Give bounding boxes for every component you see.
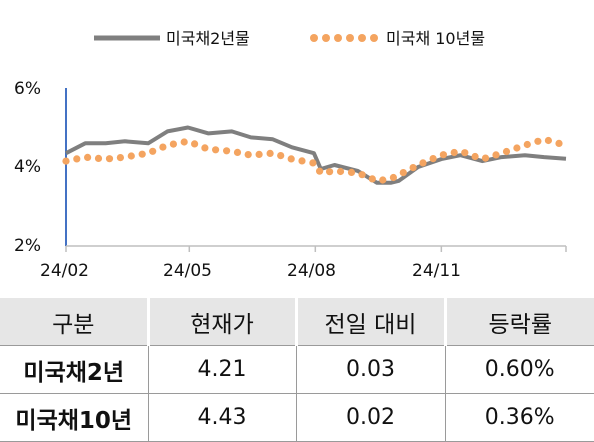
y-tick-label-2: 2% [14, 236, 41, 256]
series-point-10y [336, 167, 345, 176]
legend: 미국채2년물 미국채 10년물 [94, 29, 485, 48]
x-tick-marks [65, 246, 567, 252]
series-point-10y [84, 153, 92, 161]
series-point-10y [439, 151, 447, 159]
series-point-10y [127, 152, 135, 160]
series-point-10y [379, 176, 387, 184]
legend-dot [322, 34, 330, 42]
table-row: 미국채10년 4.43 0.02 0.36% [0, 393, 594, 442]
change-cell: 0.02 [296, 393, 446, 442]
row-label: 미국채2년 [0, 345, 149, 394]
series-point-10y [191, 140, 199, 148]
legend-label-10y: 미국채 10년물 [386, 29, 485, 48]
series-point-10y [429, 155, 437, 163]
line-chart: 미국채2년물 미국채 10년물 6% 4% 2% 24/02 24/05 24/… [14, 29, 567, 281]
series-point-10y [309, 159, 317, 167]
legend-dot [358, 34, 366, 42]
series-point-10y [105, 155, 114, 163]
series-point-10y [358, 171, 366, 179]
series-point-10y [62, 157, 70, 165]
series-point-10y [409, 164, 417, 172]
series-point-10y [389, 173, 397, 182]
table-row: 미국채2년 4.21 0.03 0.60% [0, 345, 594, 394]
series-point-10y [287, 155, 295, 163]
y-tick-label-6: 6% [14, 79, 41, 99]
legend-swatch-10y [310, 34, 378, 42]
series-point-10y [255, 150, 263, 158]
legend-label-2y: 미국채2년물 [166, 29, 250, 48]
series-point-10y [419, 159, 427, 167]
series-point-10y [471, 152, 479, 161]
series-point-10y [523, 140, 531, 149]
series-point-10y [169, 140, 177, 148]
chart-area: 미국채2년물 미국채 10년물 6% 4% 2% 24/02 24/05 24/… [14, 29, 567, 281]
legend-dot [334, 34, 342, 42]
x-tick-label-3: 24/11 [412, 261, 461, 281]
legend-dot [346, 34, 354, 42]
series-point-10y [159, 143, 167, 151]
series-point-10y [534, 137, 542, 145]
legend-dot [310, 34, 318, 42]
change-rate-cell: 0.60% [445, 345, 594, 394]
series-point-10y [492, 151, 500, 159]
series-point-10y [223, 147, 231, 155]
header-change-rate: 등락률 [445, 298, 594, 346]
current-price-cell: 4.21 [148, 345, 297, 394]
summary-table: 구분 현재가 전일 대비 등락률 미국채2년 4.21 0.03 0.60% 미… [0, 298, 594, 442]
series-point-10y [116, 154, 124, 162]
series-point-10y [180, 138, 188, 146]
legend-dot [370, 34, 378, 42]
series-point-10y [277, 152, 285, 160]
row-label: 미국채10년 [0, 393, 149, 442]
series-point-10y [326, 168, 334, 176]
series-point-10y [149, 147, 157, 155]
series-point-10y [399, 169, 407, 177]
x-tick-label-1: 24/05 [163, 261, 212, 281]
y-tick-label-4: 4% [14, 157, 41, 177]
change-cell: 0.03 [296, 345, 446, 394]
series-point-10y [347, 168, 356, 176]
header-change: 전일 대비 [296, 298, 447, 346]
x-tick-label-0: 24/02 [40, 261, 89, 281]
series-10y-dots [62, 136, 563, 184]
series-point-10y [266, 149, 274, 157]
series-point-10y [316, 167, 324, 175]
series-point-10y [73, 155, 81, 163]
series-point-10y [368, 175, 376, 183]
series-point-10y [502, 147, 511, 156]
series-point-10y [138, 150, 146, 158]
x-tick-label-2: 24/08 [287, 261, 336, 281]
series-point-10y [461, 149, 469, 157]
header-category: 구분 [0, 298, 150, 346]
series-point-10y [298, 157, 306, 165]
series-point-10y [212, 146, 220, 154]
series-point-10y [450, 148, 458, 157]
header-current-price: 현재가 [148, 298, 298, 346]
series-point-10y [233, 148, 242, 156]
change-rate-cell: 0.36% [445, 393, 594, 442]
series-point-10y [544, 136, 553, 145]
table-header-row: 구분 현재가 전일 대비 등락률 [0, 298, 594, 346]
series-point-10y [244, 151, 252, 159]
series-point-10y [201, 144, 209, 152]
current-price-cell: 4.43 [148, 393, 297, 442]
series-point-10y [94, 154, 103, 162]
series-point-10y [555, 139, 563, 147]
series-point-10y [481, 154, 490, 162]
series-point-10y [513, 144, 521, 152]
